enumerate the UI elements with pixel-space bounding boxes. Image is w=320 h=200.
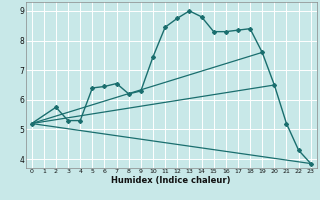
X-axis label: Humidex (Indice chaleur): Humidex (Indice chaleur)	[111, 176, 231, 185]
